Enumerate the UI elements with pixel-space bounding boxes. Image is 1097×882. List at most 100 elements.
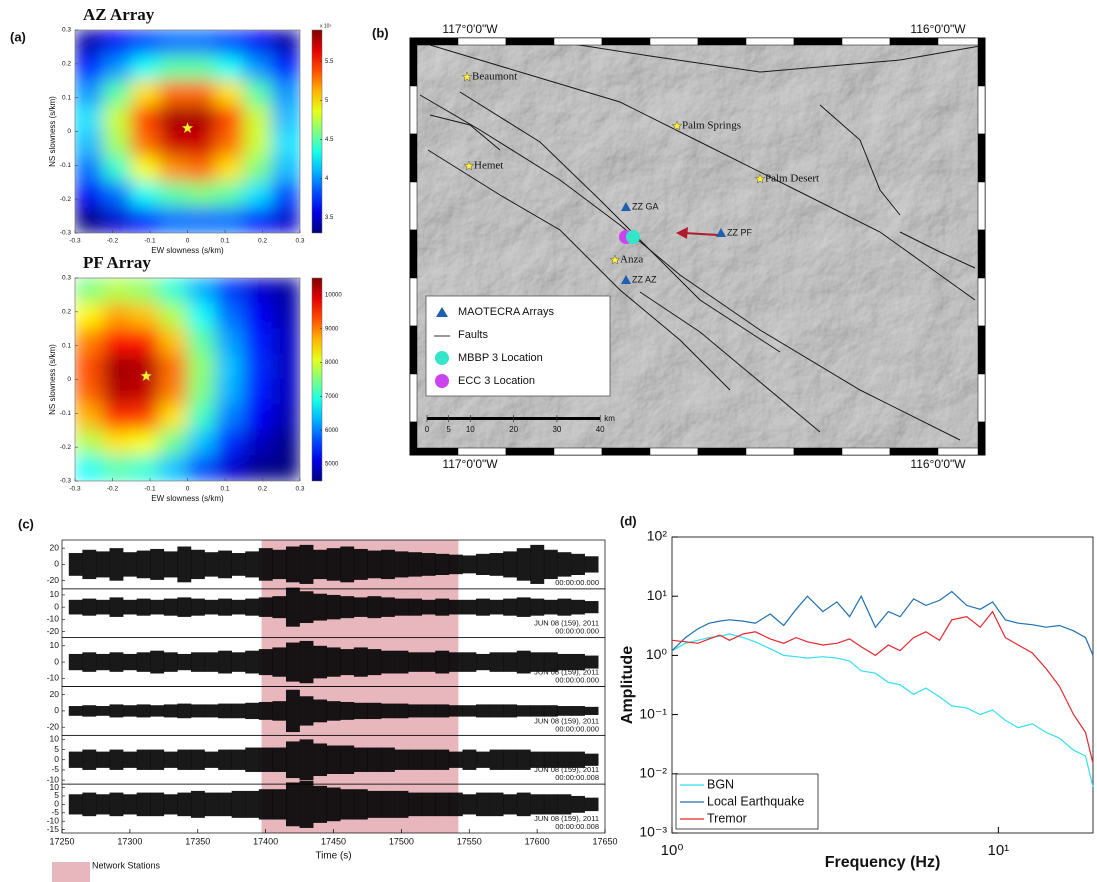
heat-cell xyxy=(243,156,272,182)
waveform-envelope xyxy=(408,599,422,616)
waveform-envelope xyxy=(177,597,191,617)
y-tick-label: -10 xyxy=(47,614,60,624)
colorbar-tick-label: 5 xyxy=(325,98,329,104)
heat-cell xyxy=(131,207,160,233)
waveform-envelope xyxy=(490,704,504,717)
trace-note: 00:00:00.000 xyxy=(555,627,599,636)
waveform-envelope xyxy=(367,596,381,618)
waveform-envelope xyxy=(476,654,490,670)
waveform-envelope xyxy=(286,547,300,583)
waveform-envelope xyxy=(286,741,300,778)
waveform-envelope xyxy=(544,794,558,814)
heat-cell xyxy=(243,207,272,233)
heatmap-cells xyxy=(75,30,301,234)
waveform-envelope xyxy=(503,794,517,814)
heat-cell xyxy=(159,182,188,208)
border-segment xyxy=(554,38,602,45)
heat-cell xyxy=(131,80,160,106)
waveform-envelope xyxy=(259,702,273,720)
legend-swatch xyxy=(52,862,90,882)
waveform-envelope xyxy=(96,706,110,716)
waveform-envelope xyxy=(110,597,124,617)
waveform-envelope xyxy=(272,701,286,721)
heat-cell xyxy=(159,106,188,132)
waveform-envelope xyxy=(218,704,232,719)
heat-cell xyxy=(131,430,160,456)
waveform-envelope xyxy=(150,600,164,615)
waveform-envelope xyxy=(327,788,341,822)
waveform-envelope xyxy=(191,791,205,818)
y-tick-label: 5 xyxy=(54,744,59,754)
waveform-envelope xyxy=(381,550,395,579)
waveform-envelope xyxy=(422,704,436,717)
colorbar-tick-label: 3.5 xyxy=(325,215,334,221)
heat-cell xyxy=(75,430,104,456)
heat-cell xyxy=(187,404,216,430)
x-tick-label: 0.2 xyxy=(258,486,267,493)
heat-cell xyxy=(103,106,132,132)
x-tick-label: 17500 xyxy=(389,836,414,846)
y-tick-label: 10 xyxy=(50,640,60,650)
heat-cell xyxy=(215,354,244,380)
waveform-envelope xyxy=(367,703,381,719)
border-segment xyxy=(794,38,842,45)
waveform-envelope xyxy=(354,597,368,617)
waveform-envelope xyxy=(191,750,205,770)
waveform-envelope xyxy=(110,750,124,770)
x-tick-label: 0.2 xyxy=(258,238,267,245)
heat-cell xyxy=(75,328,104,354)
waveform-envelope xyxy=(259,548,273,581)
trace-note: 00:00:00.000 xyxy=(555,578,599,587)
heat-cell xyxy=(131,455,160,481)
waveform-envelope xyxy=(503,599,517,616)
station-label: ZZ PF xyxy=(727,227,752,237)
y-tick-label: -0.1 xyxy=(60,410,72,417)
waveform-envelope xyxy=(123,654,137,670)
border-segment xyxy=(746,448,794,455)
border-segment xyxy=(410,86,417,134)
data-line xyxy=(672,634,1093,787)
border-segment xyxy=(794,448,842,455)
x-tick-label: 17550 xyxy=(457,836,482,846)
place-label: Beaumont xyxy=(472,71,517,83)
heat-cell xyxy=(103,278,132,304)
heat-cell xyxy=(215,455,244,481)
waveform-envelope xyxy=(557,599,571,616)
x-tick-label: 0.3 xyxy=(295,238,304,245)
border-segment xyxy=(458,38,506,45)
heat-cell xyxy=(187,80,216,106)
colorbar-tick-label: 4.5 xyxy=(325,137,334,143)
waveform-envelope xyxy=(395,704,409,719)
map-panel xyxy=(410,38,985,455)
x-tick-label: 17250 xyxy=(49,836,74,846)
trace-note: 00:00:00.000 xyxy=(555,724,599,733)
waveform-envelope xyxy=(205,752,219,768)
heat-cell xyxy=(75,106,104,132)
heat-cell xyxy=(103,182,132,208)
waveform-envelope xyxy=(218,599,232,616)
waveform-envelope xyxy=(177,704,191,719)
y-tick-label: 0 xyxy=(67,376,71,383)
heat-cell xyxy=(103,354,132,380)
waveform-envelope xyxy=(476,599,490,616)
x-tick-label: 17450 xyxy=(321,836,346,846)
x-tick-label: 0.3 xyxy=(295,486,304,493)
heat-cell xyxy=(215,106,244,132)
data-line xyxy=(672,612,1093,764)
y-tick-label: 0 xyxy=(67,128,71,135)
heat-cell xyxy=(75,354,104,380)
waveform-envelope xyxy=(232,704,246,719)
waveform-envelope xyxy=(96,794,110,814)
waveform-envelope xyxy=(354,789,368,819)
waveform-envelope xyxy=(490,750,504,770)
waveform-envelope xyxy=(96,752,110,768)
heat-cell xyxy=(243,30,272,56)
waveform-envelope xyxy=(205,793,219,817)
x-tick-label: -0.2 xyxy=(107,486,119,493)
x-tick-label: -0.2 xyxy=(107,238,119,245)
panel-label: (c) xyxy=(18,516,34,531)
waveform-envelope xyxy=(177,793,191,817)
waveform-envelope xyxy=(245,551,259,577)
heat-cell xyxy=(159,379,188,405)
y-tick-label: 10 xyxy=(50,589,60,599)
